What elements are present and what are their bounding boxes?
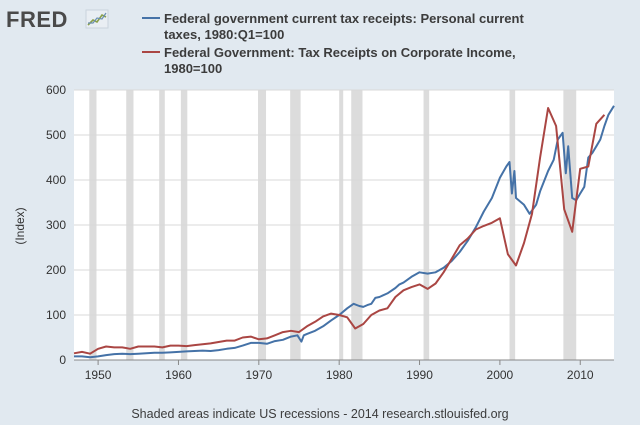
recession-footnote: Shaded areas indicate US recessions - 20… — [131, 407, 508, 421]
legend-label-personal-line2: taxes, 1980:Q1=100 — [164, 27, 284, 42]
y-axis-label: (Index) — [13, 207, 27, 244]
x-tick-label: 2000 — [487, 368, 514, 382]
legend-label-corporate-line2: 1980=100 — [164, 61, 222, 76]
y-tick-label: 300 — [46, 218, 66, 232]
y-tick-label: 200 — [46, 263, 66, 277]
x-tick-label: 1960 — [165, 368, 192, 382]
logo-text: FRED — [6, 7, 68, 32]
y-tick-label: 400 — [46, 173, 66, 187]
legend-label-personal-line1: Federal government current tax receipts:… — [164, 11, 524, 26]
legend: Federal government current tax receipts:… — [142, 11, 524, 76]
x-tick-label: 1950 — [85, 368, 112, 382]
legend-item-personal-taxes: Federal government current tax receipts:… — [142, 11, 524, 42]
x-tick-label: 2010 — [567, 368, 594, 382]
y-tick-label: 500 — [46, 128, 66, 142]
fred-logo: FRED — [6, 7, 109, 32]
y-tick-label: 0 — [59, 353, 66, 367]
x-tick-label: 1990 — [406, 368, 433, 382]
x-tick-label: 1970 — [245, 368, 272, 382]
axes: 0 100 200 300 400 500 600 1950 1960 1970 1980 1990 2… — [46, 83, 614, 382]
series-lines — [73, 105, 615, 359]
y-tick-label: 100 — [46, 308, 66, 322]
legend-label-corporate-line1: Federal Government: Tax Receipts on Corp… — [164, 45, 516, 60]
line-chart-icon — [85, 9, 109, 29]
x-tick-label: 1980 — [326, 368, 353, 382]
legend-item-corporate-taxes: Federal Government: Tax Receipts on Corp… — [142, 45, 516, 76]
y-tick-label: 600 — [46, 83, 66, 97]
series-line-corporate-taxes — [73, 107, 606, 355]
